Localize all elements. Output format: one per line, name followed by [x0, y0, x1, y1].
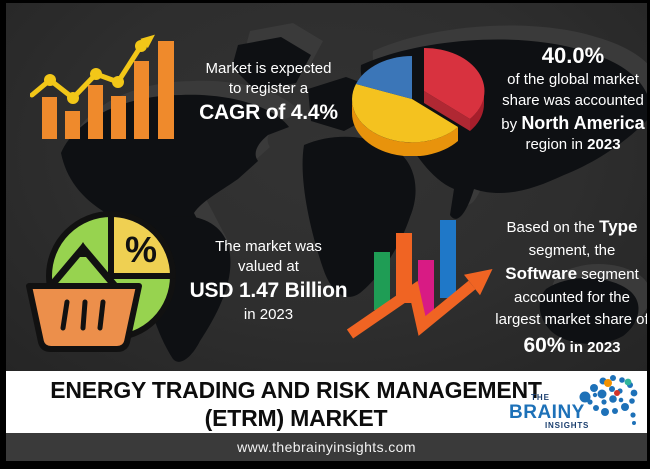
segment-share-value: 60% — [523, 334, 566, 358]
segment-software: Software — [505, 264, 578, 284]
basket-slats — [60, 299, 106, 331]
cagr-text-block: Market is expected to register a CAGR of… — [181, 59, 356, 127]
cagr-line2: to register a — [228, 80, 309, 98]
segment-arrow-line — [346, 280, 476, 339]
footer-bar: www.thebrainyinsights.com — [6, 433, 647, 461]
website-url[interactable]: www.thebrainyinsights.com — [237, 439, 416, 455]
segment-line6: 60% in 2023 — [523, 334, 621, 358]
segment-bar-orange — [396, 233, 412, 303]
pie-yellow-depth — [351, 99, 458, 156]
segment-arrowhead — [463, 268, 493, 296]
logo-the: THE — [531, 393, 550, 402]
segment-year: 2023 — [587, 339, 621, 357]
segment-line1: Based on the Type — [506, 217, 638, 236]
title-banner: ENERGY TRADING AND RISK MANAGEMENT (ETRM… — [6, 371, 647, 433]
basket-handle-apex — [74, 242, 92, 257]
segment-text-block: Based on the Type segment, the Software … — [480, 215, 647, 362]
pie-red-face — [424, 91, 470, 131]
basket — [26, 242, 142, 352]
share-region: North America — [521, 112, 645, 133]
segment-bars-icon — [346, 220, 493, 339]
share-year: 2023 — [587, 135, 621, 153]
segment-line4: accounted for the — [514, 289, 630, 307]
logo-insights: INSIGHTS — [545, 421, 589, 430]
percent-wedge — [108, 211, 176, 279]
share-value: 40.0% — [541, 43, 605, 68]
logo-dot-orange — [604, 379, 612, 387]
valuation-highlight: USD 1.47 Billion — [189, 279, 348, 303]
cagr-highlight: CAGR of 4.4% — [199, 101, 338, 125]
segment-line2: segment, the — [528, 241, 616, 259]
growth-bars-icon — [30, 34, 174, 139]
pie-slice-yellow — [352, 84, 458, 143]
share-line2: share was accounted — [502, 91, 644, 109]
valuation-line2: valued at — [238, 258, 299, 276]
logo-dot-red — [614, 390, 620, 396]
valuation-line3: in 2023 — [243, 306, 294, 324]
segment-bar-green — [374, 252, 390, 310]
segment-type: Type — [599, 217, 638, 236]
share-line3: by North America — [501, 112, 645, 133]
segment-line5: largest market share of — [495, 311, 647, 329]
segment-line3: Software segment — [505, 264, 639, 284]
brainy-logo-graphic: THE BRAINY INSIGHTS — [509, 375, 638, 430]
cagr-line1: Market is expected — [205, 60, 332, 77]
valuation-text-block: The market was valued at USD 1.47 Billio… — [181, 237, 356, 325]
pie-red-depth — [470, 91, 485, 131]
pie-chart-icon — [351, 47, 485, 156]
valuation-line1: The market was — [215, 238, 322, 255]
share-line1: of the global market — [507, 71, 639, 89]
trend-arrowhead — [140, 34, 155, 49]
trend-line — [30, 43, 144, 101]
share-line4: region in 2023 — [525, 135, 621, 153]
percent-symbol: % — [125, 229, 157, 270]
page-title: ENERGY TRADING AND RISK MANAGEMENT (ETRM… — [26, 376, 566, 432]
discount-basket-icon: % — [26, 211, 176, 352]
title-line2: (ETRM) MARKET — [204, 405, 388, 432]
title-line1: ENERGY TRADING AND RISK MANAGEMENT — [50, 377, 542, 403]
logo-brainy: BRAINY — [509, 402, 585, 423]
brainy-insights-logo: THE BRAINY INSIGHTS — [507, 373, 643, 436]
growth-bars — [42, 41, 174, 139]
pie-slice-red — [424, 47, 485, 120]
region-share-text-block: 40.0% of the global market share was acc… — [489, 41, 647, 155]
trend-dots — [44, 40, 147, 104]
logo-dot-teal — [624, 378, 632, 386]
pie-slice-blue — [356, 56, 412, 99]
segment-bar-blue — [440, 220, 456, 298]
map-area: % Market is expected t — [6, 3, 647, 371]
brain-dots-icon — [579, 375, 638, 425]
